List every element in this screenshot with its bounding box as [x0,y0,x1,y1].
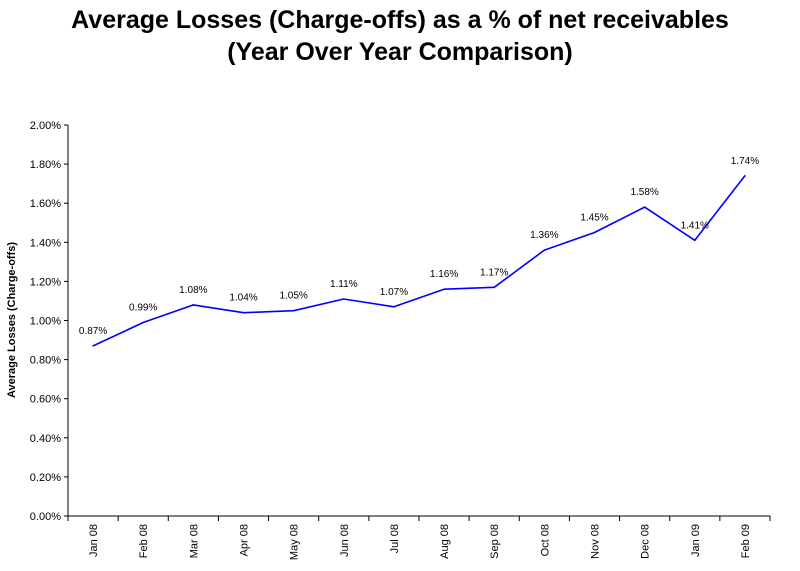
axes [67,125,770,517]
chart-title: Average Losses (Charge-offs) as a % of n… [0,4,800,68]
y-tick-label: 0.00% [30,511,61,523]
data-label: 1.41% [681,220,709,231]
x-tick-label: Feb 08 [138,524,150,558]
x-tick-label: Apr 08 [239,524,251,556]
y-tick-label: 1.60% [30,198,61,210]
data-point [192,304,195,306]
data-point [493,286,496,289]
x-tick-label: Jun 08 [339,524,351,557]
y-tick-label: 0.80% [30,355,61,367]
data-point [543,249,546,251]
x-axis-ticks: Jan 08 Feb 08 Mar 08 Apr 08 May 08 Jun 08 Jul … [67,516,771,560]
x-tick-label: Oct 08 [539,524,551,556]
y-tick-label: 1.20% [30,276,61,288]
y-tick-label: 0.60% [30,394,61,406]
y-tick-label: 0.40% [30,433,61,445]
x-tick-label: Dec 08 [640,524,652,559]
data-point [693,239,696,242]
data-point [744,175,746,177]
data-label: 1.04% [229,293,257,304]
data-labels: 0.87% 0.99% 1.08% 1.04% 1.05% 1.11% 1.07% 1.16%… [79,156,759,337]
x-tick-label: Mar 08 [188,524,200,558]
data-point [443,288,445,291]
y-tick-label: 2.00% [30,120,61,132]
data-label: 0.99% [129,302,157,313]
y-tick-label: 1.80% [30,159,61,171]
data-label: 1.58% [630,187,658,198]
data-point [242,311,245,314]
x-tick-label: Jan 09 [690,524,702,557]
data-label: 1.08% [179,285,207,296]
x-tick-label: Aug 08 [439,524,451,559]
x-tick-label: Jan 08 [88,524,100,557]
x-tick-label: Nov 08 [590,524,602,559]
data-point [292,309,295,312]
series [92,175,746,347]
data-point [593,231,596,234]
data-point [393,306,395,308]
data-label: 1.11% [330,279,358,290]
data-label: 1.74% [731,156,759,167]
x-tick-label: Jul 08 [389,524,401,553]
y-tick-label: 0.20% [30,472,61,484]
data-label: 1.16% [430,269,458,280]
chart-title-line2: (Year Over Year Comparison) [227,38,573,66]
data-point [342,298,345,300]
x-tick-label: Sep 08 [489,524,501,559]
y-tick-label: 1.40% [30,237,61,249]
y-axis-title: Average Losses (Charge-offs) [6,242,18,398]
series-line [92,175,746,347]
data-label: 0.87% [79,326,107,337]
data-point [643,206,646,208]
y-tick-label: 1.00% [30,316,61,328]
data-label: 1.07% [380,287,408,298]
data-point [142,321,145,324]
data-label: 1.17% [480,267,508,278]
data-label: 1.45% [580,213,608,224]
data-point [92,345,94,347]
data-label: 1.36% [530,230,558,241]
data-label: 1.05% [279,291,307,302]
x-tick-label: Feb 09 [740,524,752,558]
x-tick-label: May 08 [289,524,301,560]
chart-title-line1: Average Losses (Charge-offs) as a % of n… [71,6,729,34]
y-axis-ticks: 0.00% 0.20% 0.40% 0.60% 0.80% 1.00% 1.20% 1.40%… [30,120,68,523]
